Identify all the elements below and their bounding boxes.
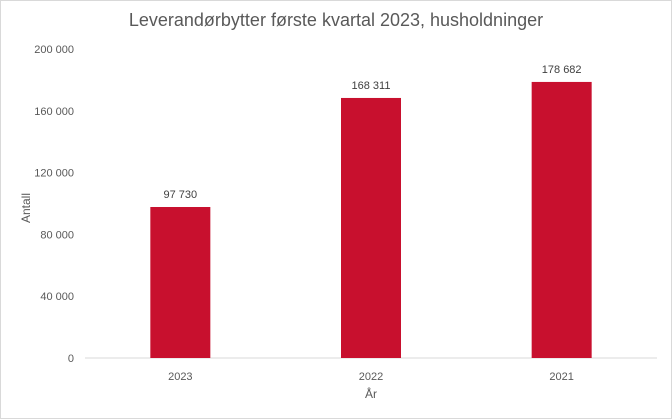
- y-axis-label: Antall: [19, 193, 33, 223]
- data-label: 168 311: [352, 80, 391, 92]
- y-tick-label: 200 000: [34, 44, 74, 56]
- bar: [341, 97, 401, 358]
- chart-title: Leverandørbytter første kvartal 2023, hu…: [128, 10, 544, 30]
- y-tick-label: 80 000: [40, 229, 74, 241]
- y-tick-label: 120 000: [34, 168, 74, 180]
- y-tick-label: 40 000: [40, 291, 74, 303]
- bar: [150, 207, 211, 358]
- bar: [531, 81, 592, 358]
- y-tick-label: 0: [68, 353, 74, 365]
- x-tick-label: 2023: [168, 371, 192, 383]
- x-tick-label: 2021: [549, 371, 573, 383]
- data-label: 97 730: [164, 189, 198, 201]
- y-tick-label: 160 000: [34, 106, 74, 118]
- data-label: 178 682: [542, 64, 582, 76]
- x-axis-label: År: [365, 386, 377, 401]
- x-tick-label: 2022: [359, 371, 383, 383]
